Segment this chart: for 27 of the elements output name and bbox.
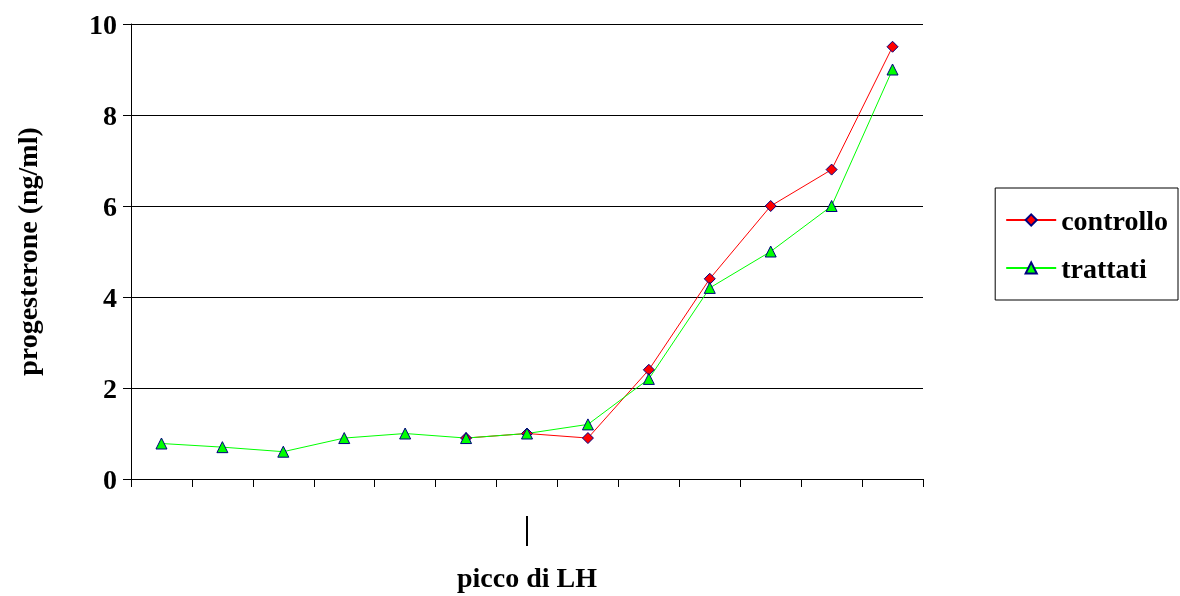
y-tick-label: 6	[103, 190, 117, 222]
point	[216, 441, 229, 454]
point	[642, 363, 655, 376]
point	[399, 427, 412, 440]
point	[703, 281, 716, 294]
point	[277, 445, 290, 458]
legend-label: controllo	[1061, 204, 1169, 236]
point	[764, 245, 777, 258]
y-tick-label: 4	[103, 281, 117, 313]
point	[581, 418, 594, 431]
legend-label: trattati	[1061, 252, 1147, 284]
y-tick-label: 0	[103, 463, 117, 495]
y-tick-label: 8	[103, 99, 117, 131]
point	[886, 63, 899, 76]
x-axis-title: picco di LH	[456, 561, 598, 593]
point	[764, 200, 777, 212]
point	[825, 200, 838, 212]
point	[886, 40, 899, 53]
point	[642, 372, 655, 385]
y-tick-label: 2	[103, 372, 117, 404]
point	[581, 432, 594, 445]
y-tick-label: 10	[89, 8, 117, 40]
y-axis-title: progesterone (ng/ml)	[11, 127, 43, 376]
point	[338, 432, 351, 445]
point	[703, 272, 716, 285]
point	[155, 437, 168, 450]
point	[825, 163, 838, 176]
